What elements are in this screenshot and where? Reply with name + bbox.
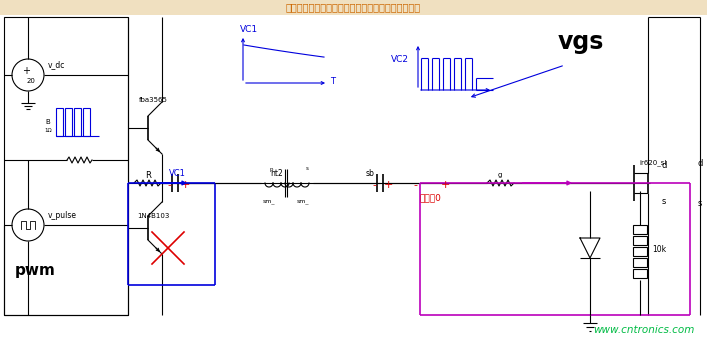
- Text: B: B: [46, 119, 50, 125]
- Text: sm_: sm_: [263, 198, 275, 203]
- Text: g: g: [498, 172, 502, 178]
- Text: v_pulse: v_pulse: [48, 212, 77, 220]
- Bar: [4, 17, 128, 315]
- Text: d: d: [697, 159, 703, 168]
- Text: v_dc: v_dc: [48, 61, 65, 70]
- Bar: [83, 108, 90, 136]
- Text: 20: 20: [27, 78, 35, 84]
- Text: vgs: vgs: [558, 30, 604, 54]
- Text: -: -: [167, 180, 171, 190]
- Text: T: T: [330, 77, 335, 87]
- Bar: [74, 108, 81, 136]
- Bar: [633, 258, 647, 267]
- Bar: [65, 108, 72, 136]
- Text: 如何設計滿足超寬超高壓輸入電源的磁隔離驅動電路: 如何設計滿足超寬超高壓輸入電源的磁隔離驅動電路: [286, 2, 421, 13]
- Bar: [633, 247, 647, 256]
- Text: -: -: [413, 180, 417, 190]
- Text: 1N4B103: 1N4B103: [137, 213, 169, 219]
- Text: VC2: VC2: [391, 55, 409, 65]
- Bar: [56, 108, 63, 136]
- Text: -: -: [372, 180, 376, 190]
- Text: ir620_sl: ir620_sl: [639, 160, 667, 166]
- Text: +: +: [180, 180, 189, 190]
- Text: s: s: [305, 167, 308, 171]
- Text: s: s: [698, 198, 702, 208]
- Text: +: +: [383, 180, 392, 190]
- Text: VC1: VC1: [240, 25, 258, 34]
- Bar: [633, 225, 647, 234]
- Text: www.cntronics.com: www.cntronics.com: [594, 325, 695, 335]
- Text: sb: sb: [366, 169, 375, 178]
- Bar: [633, 269, 647, 278]
- Text: R: R: [145, 170, 151, 179]
- Text: +: +: [440, 180, 450, 190]
- Bar: [633, 236, 647, 245]
- Text: pwm: pwm: [15, 263, 56, 278]
- Text: 1Ω: 1Ω: [44, 127, 52, 132]
- Text: VC1: VC1: [168, 169, 185, 178]
- Text: p: p: [269, 167, 273, 171]
- Bar: [0, 0, 707, 15]
- Text: 10k: 10k: [652, 245, 666, 255]
- Text: d: d: [661, 161, 667, 169]
- Text: fba3565: fba3565: [139, 97, 168, 103]
- Text: s: s: [662, 196, 666, 206]
- Text: +: +: [22, 66, 30, 76]
- Text: 压差为0: 压差为0: [419, 193, 441, 202]
- Text: sm_: sm_: [297, 198, 309, 203]
- Text: nt2: nt2: [271, 169, 284, 178]
